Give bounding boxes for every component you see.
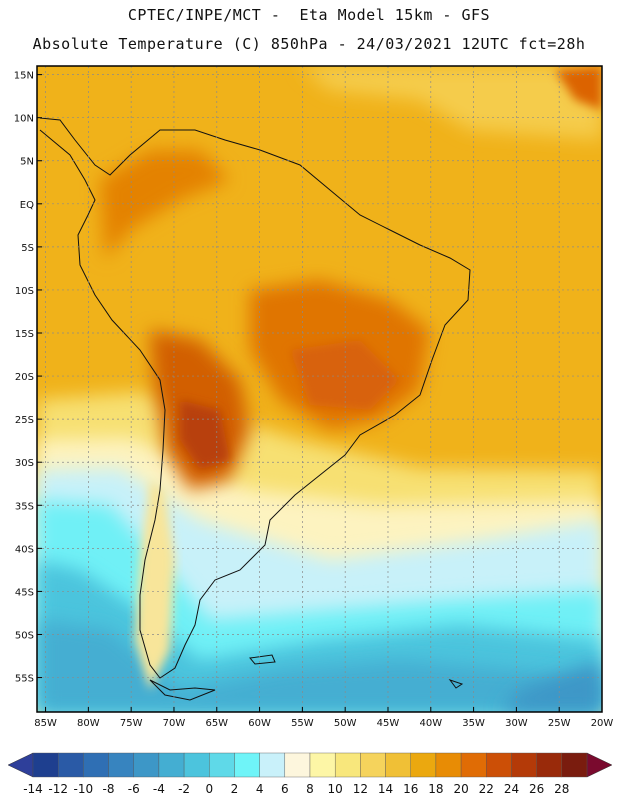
colorbar-label: 12 (353, 782, 368, 796)
colorbar-swatch (57, 752, 84, 778)
temperature-field (37, 66, 602, 712)
colorbar-swatch (183, 752, 210, 778)
lon-label: 25W (548, 718, 571, 729)
colorbar-label: 18 (428, 782, 443, 796)
lon-label: 45W (377, 718, 400, 729)
colorbar-swatch (385, 752, 411, 778)
lat-label: 30S (15, 458, 34, 469)
colorbar-label: -6 (128, 782, 140, 796)
colorbar-label: -12 (48, 782, 68, 796)
colorbar-label: 24 (504, 782, 519, 796)
colorbar-swatch (259, 752, 286, 778)
colorbar-swatch (108, 752, 134, 778)
colorbar-under-arrow (7, 752, 34, 778)
lat-label: 40S (15, 544, 34, 555)
colorbar-swatch (158, 752, 185, 778)
longitude-labels: 85W 80W 75W 70W 65W 60W 55W 50W 45W 40W 35W 30W 25W 2… (34, 718, 613, 729)
colorbar-swatch (309, 752, 336, 778)
colorbar-label: 26 (529, 782, 544, 796)
coastlines (39, 117, 471, 701)
lat-label: 5N (20, 157, 34, 168)
lat-label: 55S (15, 674, 34, 685)
colorbar-label: 22 (479, 782, 494, 796)
colorbar-swatch (511, 752, 537, 778)
colorbar (7, 752, 613, 778)
colorbar-swatch (536, 752, 563, 778)
colorbar-swatch (83, 752, 109, 778)
lat-label: 20S (15, 372, 34, 383)
lat-label: 35S (15, 501, 34, 512)
colorbar-over-arrow (586, 752, 613, 778)
lon-label: 75W (120, 718, 143, 729)
colorbar-swatch (334, 752, 361, 778)
lon-label: 65W (205, 718, 228, 729)
colorbar-label: 10 (328, 782, 343, 796)
colorbar-swatch (234, 752, 260, 778)
colorbar-label: 20 (453, 782, 468, 796)
colorbar-swatch (561, 752, 588, 778)
title-line-2: Absolute Temperature (C) 850hPa - 24/03/… (32, 35, 586, 53)
colorbar-swatch (486, 752, 512, 778)
colorbar-label: -10 (74, 782, 94, 796)
colorbar-label: -2 (178, 782, 190, 796)
colorbar-label: 0 (205, 782, 213, 796)
colorbar-label: -14 (23, 782, 43, 796)
colorbar-label: -4 (153, 782, 165, 796)
colorbar-label: 28 (554, 782, 569, 796)
colorbar-swatch (435, 752, 462, 778)
colorbar-label: 4 (256, 782, 264, 796)
lon-label: 30W (505, 718, 528, 729)
lon-label: 70W (163, 718, 186, 729)
lat-label: 15S (15, 329, 34, 340)
colorbar-swatch (360, 752, 386, 778)
lat-label: 50S (15, 630, 34, 641)
colorbar-label: 16 (403, 782, 418, 796)
lat-label: 5S (21, 243, 34, 254)
lat-label: 10S (15, 286, 34, 297)
lon-label: 55W (291, 718, 314, 729)
lat-label: 25S (15, 415, 34, 426)
colorbar-label: 6 (281, 782, 289, 796)
colorbar-swatch (32, 752, 59, 778)
lat-label: 10N (14, 114, 34, 125)
colorbar-swatch (460, 752, 487, 778)
lon-label: 50W (334, 718, 357, 729)
colorbar-labels: -14 -12 -10 -8 -6 -4 -2 0 2 4 6 8 10 12 14 16 18 20 22 24 26… (23, 782, 569, 796)
latitude-labels: 15N 10N 5N EQ 5S 10S 15S 20S 25S 30S 35S 40S 45S 50S 5… (14, 71, 34, 685)
lat-lon-grid (37, 66, 603, 712)
lon-label: 40W (419, 718, 442, 729)
lat-label: 45S (15, 587, 34, 598)
colorbar-label: 2 (231, 782, 239, 796)
lon-label: 60W (248, 718, 271, 729)
lon-label: 85W (34, 718, 57, 729)
lon-label: 35W (462, 718, 485, 729)
lat-label: EQ (20, 200, 34, 211)
colorbar-swatch (410, 752, 437, 778)
colorbar-label: 14 (378, 782, 393, 796)
lat-label: 15N (14, 71, 34, 82)
lon-label: 80W (77, 718, 100, 729)
colorbar-swatch (209, 752, 235, 778)
colorbar-label: 8 (306, 782, 314, 796)
lon-label: 20W (591, 718, 614, 729)
colorbar-swatch (133, 752, 160, 778)
colorbar-swatch (284, 752, 311, 778)
map-frame (36, 65, 603, 713)
colorbar-label: -8 (103, 782, 115, 796)
title-line-1: CPTEC/INPE/MCT - Eta Model 15km - GFS (127, 6, 491, 24)
